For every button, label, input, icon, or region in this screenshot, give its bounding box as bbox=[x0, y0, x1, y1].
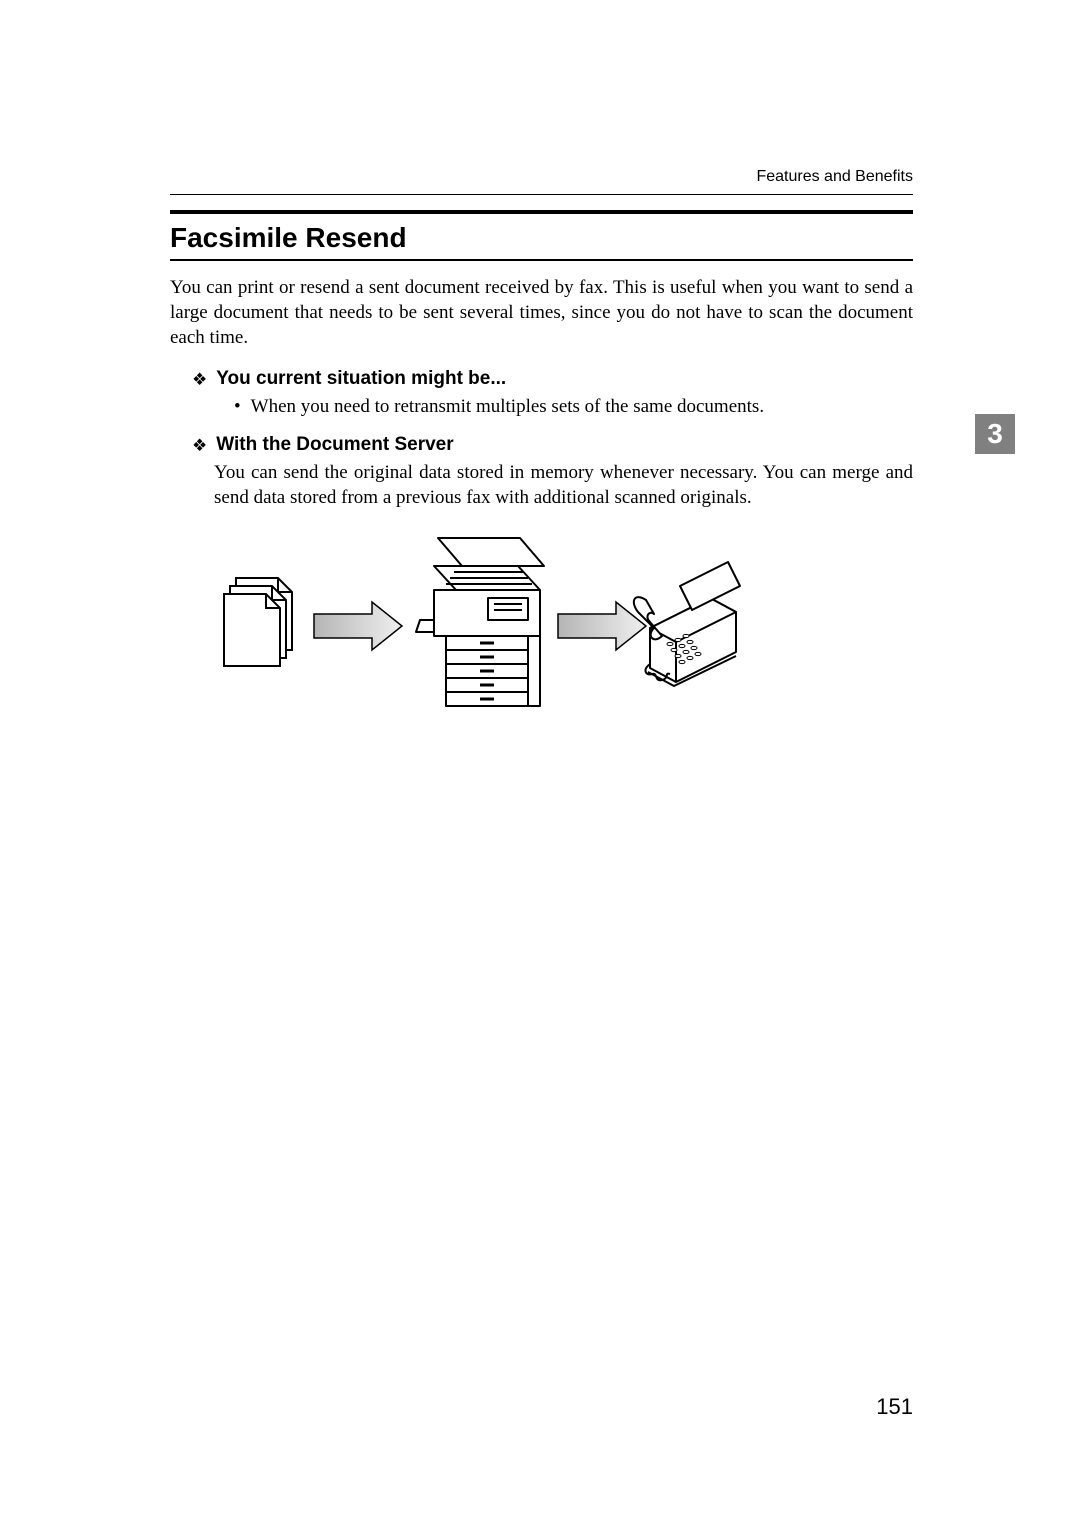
running-head: Features and Benefits bbox=[756, 168, 913, 186]
diamond-bullet-icon: ❖ bbox=[192, 437, 207, 454]
list-item: • When you need to retransmit multiples … bbox=[234, 394, 913, 420]
section-title: Facsimile Resend bbox=[170, 222, 913, 254]
bullet-icon: • bbox=[234, 394, 241, 420]
content-area: Facsimile Resend You can print or resend… bbox=[170, 210, 913, 737]
chapter-tab: 3 bbox=[975, 414, 1015, 454]
subsection-title: You current situation might be... bbox=[216, 368, 506, 390]
flow-diagram-svg bbox=[202, 532, 742, 732]
subsection-body: You can send the original data stored in… bbox=[214, 460, 913, 510]
subsection-situation: ❖ You current situation might be... • Wh… bbox=[192, 368, 913, 420]
subsection-title: With the Document Server bbox=[216, 434, 453, 456]
documents-icon bbox=[224, 578, 292, 666]
bullet-text: When you need to retransmit multiples se… bbox=[251, 394, 764, 420]
illustration-flow bbox=[202, 532, 913, 737]
arrow-icon bbox=[314, 602, 402, 650]
section-rule-top bbox=[170, 210, 913, 214]
diamond-bullet-icon: ❖ bbox=[192, 371, 207, 388]
intro-paragraph: You can print or resend a sent document … bbox=[170, 275, 913, 350]
arrow-icon bbox=[558, 602, 646, 650]
page-number: 151 bbox=[876, 1394, 913, 1420]
copier-icon bbox=[416, 538, 544, 706]
fax-icon bbox=[634, 562, 740, 686]
header-rule bbox=[170, 194, 913, 195]
page: Features and Benefits Facsimile Resend Y… bbox=[0, 0, 1080, 1526]
bullet-list: • When you need to retransmit multiples … bbox=[234, 394, 913, 420]
subsection-docserver: ❖ With the Document Server You can send … bbox=[192, 434, 913, 510]
section-rule-bottom bbox=[170, 259, 913, 261]
